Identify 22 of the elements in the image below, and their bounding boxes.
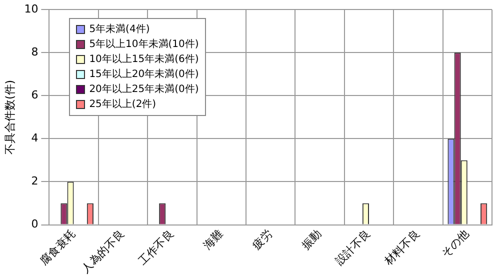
x-tick-label: 海難 (200, 227, 226, 252)
y-tick-label: 6 (31, 88, 38, 102)
y-tick-label: 10 (24, 2, 38, 16)
y-tick-label: 4 (31, 132, 38, 145)
legend-label: 25年以上(2件) (89, 98, 156, 112)
x-tick-label: 振動 (299, 227, 324, 252)
x-tick-label: 工作不良 (136, 227, 176, 268)
y-tick-label: 2 (31, 174, 38, 188)
legend-label: 15年以上20年未満(0件) (89, 68, 199, 82)
x-tick-label: その他 (439, 227, 472, 260)
legend-label: 5年未満(4件) (89, 22, 150, 37)
x-tick-label: 疲労 (250, 227, 275, 252)
x-tick-label: 人為的不良 (79, 227, 128, 276)
x-tick-label: 材料不良 (381, 227, 422, 268)
legend-label: 10年以上15年未満(6件) (89, 52, 199, 67)
legend-label: 20年以上25年未満(0件) (89, 82, 199, 97)
y-axis-title: 不具合件数(件) (3, 80, 16, 154)
legend-label: 5年以上10年未満(10件) (89, 38, 199, 52)
y-tick-label: 0 (31, 218, 38, 231)
x-tick-label: 腐食衰耗 (38, 227, 78, 268)
y-tick-label: 8 (31, 45, 38, 58)
x-tick-label: 設計不良 (332, 227, 374, 268)
